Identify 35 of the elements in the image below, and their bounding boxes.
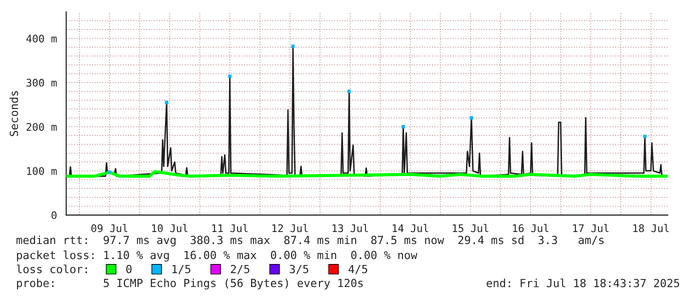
y-tick-label: 100 m (27, 167, 57, 175)
y-axis-title: Seconds (10, 91, 18, 136)
text: loss color: (16, 264, 87, 274)
legend-label: 4/5 (348, 264, 368, 274)
x-tick-label: 16 Jul (513, 224, 548, 232)
x-tick-label: 11 Jul (212, 224, 248, 232)
x-tick-label: 13 Jul (332, 224, 368, 232)
text: median rtt: 97.7 ms avg 380.3 ms max 87.4 ms min 87.5 ms now 29.4 ms sd 3.3 am/s (16, 236, 604, 246)
y-tick-label: 200 m (26, 122, 57, 131)
x-tick-label: 10 Jul (152, 224, 188, 232)
legend-label: 1/5 (172, 264, 190, 274)
point (228, 74, 232, 78)
point (643, 134, 647, 138)
x-tick-label: 09 Jul (91, 224, 128, 232)
x-tick-label: 12 Jul (272, 224, 308, 232)
point (164, 100, 168, 104)
y-tick-label: 300 m (26, 78, 57, 87)
text: packet loss: 1.10 % avg 16.00 % max 0.00 % min 0.00 % now (17, 250, 418, 262)
legend-label: 2/5 (230, 264, 250, 274)
x-tick-label: 15 Jul (452, 224, 488, 232)
x-tick-label: 14 Jul (392, 224, 428, 232)
x-tick-label: 18 Jul (633, 224, 669, 232)
y-tick-label: 0 (52, 211, 57, 220)
line-series (66, 46, 663, 177)
text: end: Fri Jul 18 18:43:37 2025 (486, 278, 680, 288)
legend-label: 0 (126, 264, 132, 274)
point (470, 116, 474, 120)
point (402, 125, 405, 128)
point (108, 170, 112, 174)
legend-label: 3/5 (290, 264, 308, 274)
y-tick-label: 400 m (26, 34, 57, 43)
point (291, 44, 295, 48)
x-tick-label: 17 Jul (573, 224, 609, 232)
point (347, 90, 351, 94)
text: probe: 5 ICMP Echo Pings (56 Bytes) every 120s (17, 278, 363, 290)
